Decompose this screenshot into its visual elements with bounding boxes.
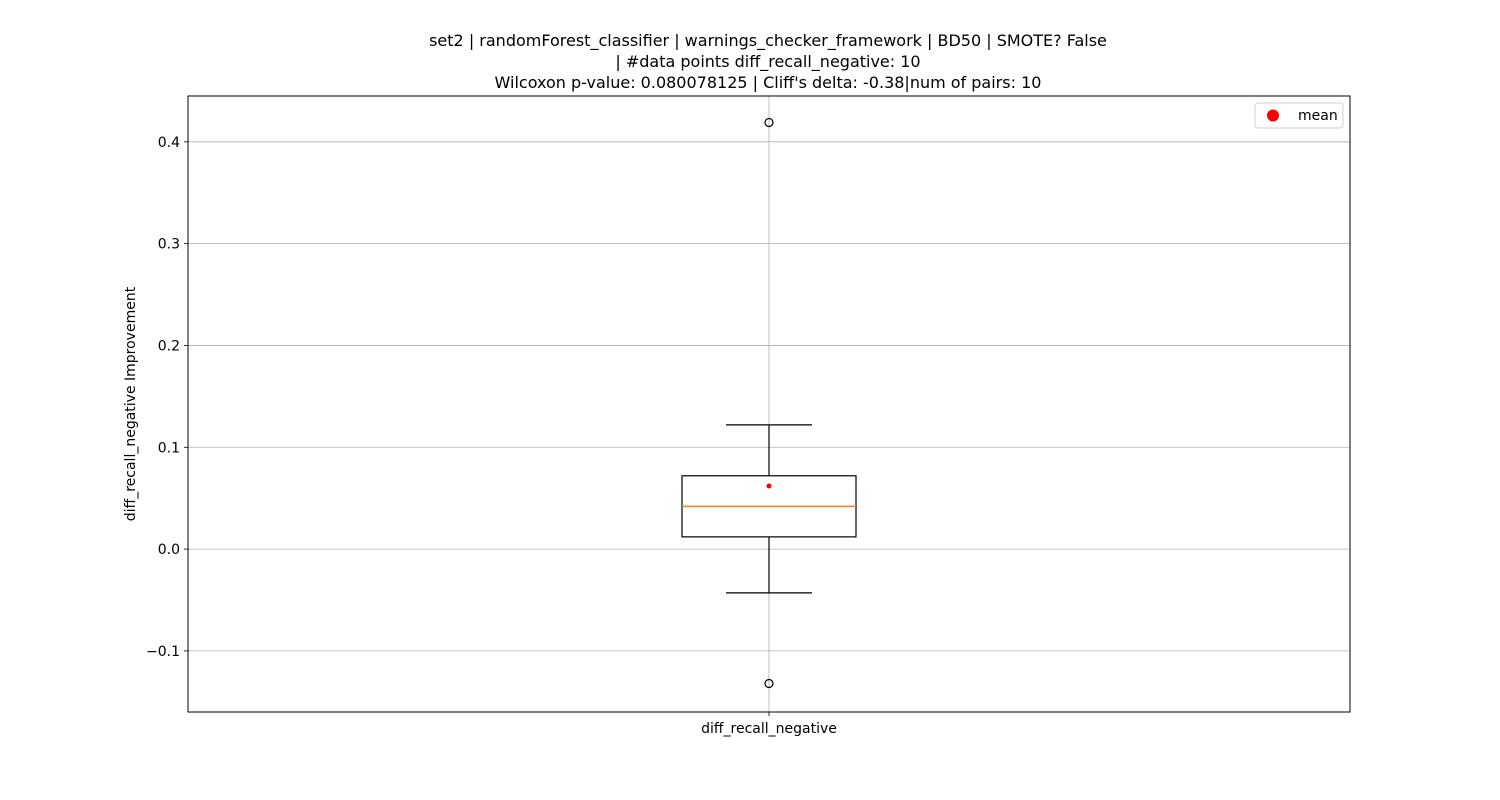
x-axis-ticks: diff_recall_negative	[701, 712, 837, 737]
legend-box	[1254, 102, 1344, 129]
legend-label-mean: mean	[1298, 108, 1338, 124]
y-tick-label: 0.4	[158, 135, 180, 151]
chart-title-line-1: set2 | randomForest_classifier | warning…	[429, 31, 1107, 51]
y-tick-label: −0.1	[146, 644, 180, 660]
box-series	[681, 117, 857, 689]
outlier-point	[764, 117, 774, 128]
mean-point	[766, 483, 772, 489]
x-tick-label: diff_recall_negative	[701, 721, 837, 737]
y-tick-label: 0.3	[158, 237, 180, 253]
chart-title-line-3: Wilcoxon p-value: 0.080078125 | Cliff's …	[495, 73, 1042, 92]
legend: mean	[1254, 102, 1344, 129]
chart-title-line-2: | #data points diff_recall_negative: 10	[615, 52, 920, 72]
y-tick-label: 0.1	[158, 440, 180, 456]
y-axis-ticks: −0.1 0.0 0.1 0.2 0.3 0.4	[146, 135, 188, 660]
y-tick-label: 0.2	[158, 338, 180, 354]
grid-lines	[188, 96, 1350, 712]
outlier-point	[764, 678, 774, 689]
legend-mean-marker	[1267, 109, 1279, 122]
plot-frame	[187, 95, 1351, 713]
y-axis-label: diff_recall_negative Improvement	[123, 286, 139, 521]
y-tick-label: 0.0	[158, 542, 180, 558]
chart-title: set2 | randomForest_classifier | warning…	[429, 31, 1107, 92]
